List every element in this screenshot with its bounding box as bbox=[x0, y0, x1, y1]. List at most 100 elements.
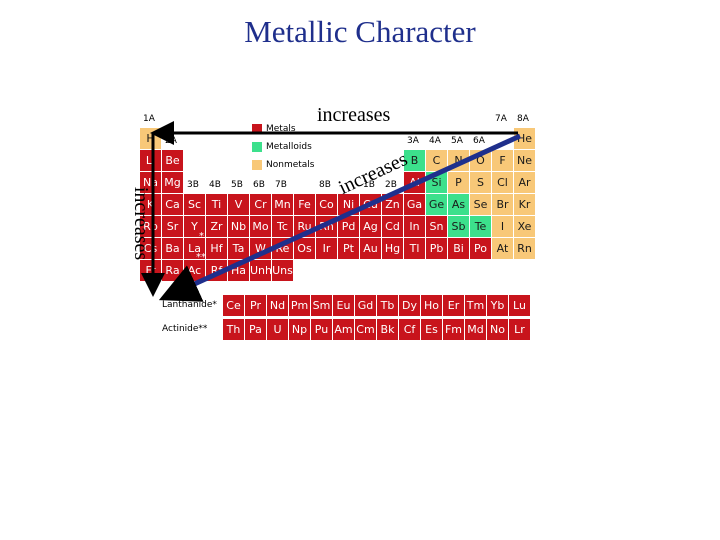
element-tl: Tl bbox=[404, 238, 425, 259]
element-y: Y bbox=[184, 216, 205, 237]
element-pm: Pm bbox=[289, 295, 310, 316]
element-mn: Mn bbox=[272, 194, 293, 215]
element-mg: Mg bbox=[162, 172, 183, 193]
element-u: U bbox=[267, 319, 288, 340]
group-label-7a: 7A bbox=[495, 114, 507, 124]
element-cm: Cm bbox=[355, 319, 376, 340]
element-np: Np bbox=[289, 319, 310, 340]
element-cd: Cd bbox=[382, 216, 403, 237]
element-sb: Sb bbox=[448, 216, 469, 237]
element-as: As bbox=[448, 194, 469, 215]
element-ne: Ne bbox=[514, 150, 535, 171]
element-la: La bbox=[184, 238, 205, 259]
element-p: P bbox=[448, 172, 469, 193]
element-hg: Hg bbox=[382, 238, 403, 259]
element-ar: Ar bbox=[514, 172, 535, 193]
element-i: I bbox=[492, 216, 513, 237]
element-no: No bbox=[487, 319, 508, 340]
element-er: Er bbox=[443, 295, 464, 316]
element-unh: Unh bbox=[250, 260, 272, 281]
element-ir: Ir bbox=[316, 238, 337, 259]
element-co: Co bbox=[316, 194, 337, 215]
element-tb: Tb bbox=[377, 295, 398, 316]
element-hf: Hf bbox=[206, 238, 227, 259]
group-label-1b: 1B bbox=[363, 180, 375, 190]
element-pt: Pt bbox=[338, 238, 359, 259]
group-label-3a: 3A bbox=[407, 136, 419, 146]
element-sc: Sc bbox=[184, 194, 205, 215]
element-b: B bbox=[404, 150, 425, 171]
group-label-7b: 7B bbox=[275, 180, 287, 190]
element-cf: Cf bbox=[399, 319, 420, 340]
element-zr: Zr bbox=[206, 216, 227, 237]
element-c: C bbox=[426, 150, 447, 171]
element-fm: Fm bbox=[443, 319, 464, 340]
element-be: Be bbox=[162, 150, 183, 171]
element-th: Th bbox=[223, 319, 244, 340]
element-sm: Sm bbox=[311, 295, 332, 316]
element-te: Te bbox=[470, 216, 491, 237]
element-zn: Zn bbox=[382, 194, 403, 215]
group-label-6a: 6A bbox=[473, 136, 485, 146]
element-yb: Yb bbox=[487, 295, 508, 316]
element-lr: Lr bbox=[509, 319, 530, 340]
group-label-4b: 4B bbox=[209, 180, 221, 190]
element-v: V bbox=[228, 194, 249, 215]
element-eu: Eu bbox=[333, 295, 354, 316]
element-se: Se bbox=[470, 194, 491, 215]
group-label-5a: 5A bbox=[451, 136, 463, 146]
element-uns: Uns bbox=[272, 260, 293, 281]
actinide-star-mark: ** bbox=[196, 252, 206, 263]
group-label-3b: 3B bbox=[187, 180, 199, 190]
element-ca: Ca bbox=[162, 194, 183, 215]
element-bk: Bk bbox=[377, 319, 398, 340]
element-pu: Pu bbox=[311, 319, 332, 340]
element-xe: Xe bbox=[514, 216, 535, 237]
legend-label-nonmetals: Nonmetals bbox=[266, 160, 315, 170]
element-kr: Kr bbox=[514, 194, 535, 215]
element-at: At bbox=[492, 238, 513, 259]
element-po: Po bbox=[470, 238, 491, 259]
element-ti: Ti bbox=[206, 194, 227, 215]
element-cr: Cr bbox=[250, 194, 271, 215]
element-cl: Cl bbox=[492, 172, 513, 193]
element-f: F bbox=[492, 150, 513, 171]
element-bi: Bi bbox=[448, 238, 469, 259]
group-label-2b: 2B bbox=[385, 180, 397, 190]
lanthanide-star-mark: * bbox=[199, 231, 204, 242]
vertical-arrow-label: increases bbox=[130, 186, 153, 261]
element-am: Am bbox=[333, 319, 354, 340]
element-au: Au bbox=[360, 238, 381, 259]
element-es: Es bbox=[421, 319, 442, 340]
element-fe: Fe bbox=[294, 194, 315, 215]
group-label-8a: 8A bbox=[517, 114, 529, 124]
element-lu: Lu bbox=[509, 295, 530, 316]
group-label-5b: 5B bbox=[231, 180, 243, 190]
element-ba: Ba bbox=[162, 238, 183, 259]
group-label-4a: 4A bbox=[429, 136, 441, 146]
element-br: Br bbox=[492, 194, 513, 215]
element-gd: Gd bbox=[355, 295, 376, 316]
group-label-6b: 6B bbox=[253, 180, 265, 190]
diagonal-arrow bbox=[158, 133, 522, 302]
element-pr: Pr bbox=[245, 295, 266, 316]
element-dy: Dy bbox=[399, 295, 420, 316]
element-rn: Rn bbox=[514, 238, 535, 259]
element-li: Li bbox=[140, 150, 161, 171]
element-sn: Sn bbox=[426, 216, 447, 237]
slide-title: Metallic Character bbox=[244, 14, 476, 49]
element-nd: Nd bbox=[267, 295, 288, 316]
element-nb: Nb bbox=[228, 216, 249, 237]
element-ce: Ce bbox=[223, 295, 244, 316]
element-ho: Ho bbox=[421, 295, 442, 316]
element-in: In bbox=[404, 216, 425, 237]
element-s: S bbox=[470, 172, 491, 193]
group-label-1a: 1A bbox=[143, 114, 155, 124]
element-k: K bbox=[140, 194, 161, 215]
element-mo: Mo bbox=[250, 216, 271, 237]
lanthanide-label: Lanthanide* bbox=[162, 300, 217, 310]
element-ge: Ge bbox=[426, 194, 447, 215]
element-md: Md bbox=[465, 319, 486, 340]
element-os: Os bbox=[294, 238, 315, 259]
